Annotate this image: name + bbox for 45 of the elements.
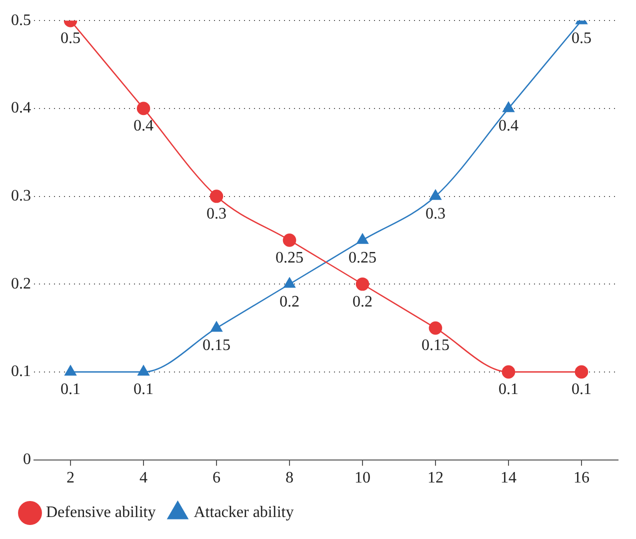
data-label: 0.3 [206,205,226,222]
point [430,190,442,200]
data-label: 0.4 [134,118,154,135]
point [356,277,370,291]
data-label: 0.1 [572,381,592,398]
data-label: 0.1 [134,381,154,398]
point [574,365,588,379]
x-tick-label: 6 [212,470,220,487]
y-tick-label: 0 [23,451,31,468]
x-tick-label: 4 [140,470,148,487]
point [138,365,150,376]
data-label: 0.3 [426,205,446,222]
x-tick-label: 2 [66,470,74,487]
x-tick-label: 10 [354,470,370,487]
data-label: 0.1 [498,381,518,398]
y-tick-label: 0.3 [11,187,31,204]
y-tick-label: 0.1 [11,363,31,380]
data-label: 0.15 [422,337,450,354]
y-tick-label: 0.4 [11,100,31,117]
point [502,365,516,379]
data-label: 0.2 [280,293,300,310]
point [64,365,76,376]
point [136,102,150,116]
y-tick-label: 0.2 [11,275,31,292]
data-label: 0.4 [498,118,518,135]
point [282,234,296,247]
data-label: 0.5 [572,30,592,47]
point [210,190,224,203]
data-label: 0.1 [60,381,80,398]
point [356,234,368,244]
point [428,321,442,335]
y-tick-label: 0.5 [11,12,31,29]
data-label: 0.25 [348,249,376,266]
x-tick-label: 16 [574,470,590,487]
point [210,321,222,332]
legend-label: Attacker ability [194,504,294,522]
x-tick-label: 14 [500,470,516,487]
point [284,277,296,288]
data-label: 0.2 [352,293,372,310]
data-label: 0.5 [60,30,80,47]
legend-label: Defensive ability [46,504,156,522]
x-tick-label: 12 [428,470,444,487]
x-tick-label: 8 [286,470,294,487]
data-label: 0.15 [202,337,230,354]
data-label: 0.25 [276,249,304,266]
